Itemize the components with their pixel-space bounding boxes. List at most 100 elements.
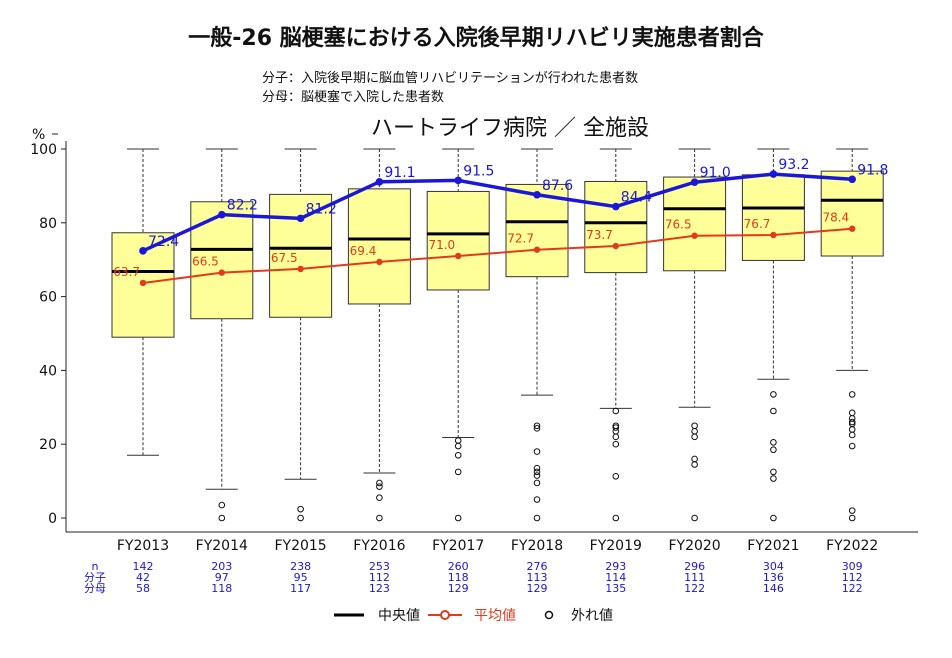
x-tick-label: FY2017 [432, 538, 484, 554]
mean-series-line [142, 227, 853, 284]
outlier-point [297, 505, 304, 513]
x-tick-label: FY2020 [668, 538, 720, 554]
box-iqr [190, 201, 254, 320]
count-cell: 276 [527, 560, 548, 573]
hospital-value-label: 72.4 [148, 234, 179, 250]
count-cell: 122 [684, 582, 705, 595]
outlier-point [691, 422, 698, 430]
x-tick-label: FY2015 [274, 538, 326, 554]
mean-point [533, 246, 541, 253]
x-tick-label: FY2019 [590, 538, 642, 554]
count-cell: 293 [605, 560, 626, 573]
legend-mean-marker [440, 610, 450, 620]
mean-value-label: 72.7 [507, 232, 534, 246]
box-iqr [505, 183, 569, 278]
hospital-point [139, 247, 147, 255]
box-iqr [663, 176, 727, 272]
outlier-point [454, 514, 462, 522]
box-FY2019 [584, 148, 648, 522]
outlier-point [454, 468, 462, 476]
outlier-point [612, 514, 620, 522]
mean-value-label: 67.5 [271, 251, 298, 265]
outlier-point [691, 427, 698, 435]
count-cell: 146 [763, 582, 784, 595]
hospital-value-label: 93.2 [778, 157, 809, 173]
y-tick-label: 0 [48, 511, 57, 527]
box-iqr [347, 188, 411, 305]
outlier-point [848, 391, 856, 398]
count-cell: 117 [290, 582, 311, 595]
mean-value-label: 76.5 [665, 218, 692, 232]
count-cell: 142 [133, 560, 154, 573]
count-cell: 113 [527, 571, 548, 584]
box-iqr [584, 180, 648, 274]
outlier-point [218, 501, 226, 509]
outlier-point [297, 514, 304, 522]
hospital-point [533, 190, 541, 199]
outlier-point [848, 442, 856, 450]
outlier-point [612, 427, 620, 435]
outlier-point [612, 433, 620, 441]
count-cell: 114 [605, 571, 626, 584]
count-cell: 112 [842, 571, 863, 584]
box-iqr [741, 174, 805, 261]
outlier-point [770, 391, 777, 398]
chart-title: 一般-26 脳梗塞における入院後早期リハビリ実施患者割合 [188, 26, 764, 51]
hospital-series-line [142, 172, 853, 253]
outlier-point [691, 461, 698, 468]
hospital-value-label: 84.4 [621, 190, 652, 206]
count-cell: 135 [605, 582, 626, 595]
count-cell: 203 [211, 560, 232, 573]
count-cell: 238 [290, 560, 311, 573]
outlier-point [691, 433, 698, 441]
numerator-description: 分子：入院後早期に脳血管リハビリテーションが行われた患者数 [262, 71, 639, 86]
hospital-point [769, 170, 778, 178]
count-cell: 129 [527, 582, 548, 595]
outlier-point [848, 507, 856, 514]
y-tick-label: 60 [39, 290, 57, 306]
count-cell: 309 [842, 560, 863, 573]
hospital-value-label: 91.8 [857, 162, 888, 178]
box-FY2022 [820, 148, 884, 522]
count-row-label: 分母 [84, 582, 106, 595]
mean-point [218, 269, 225, 276]
count-cell: 95 [294, 571, 308, 584]
count-cell: 253 [369, 560, 390, 573]
outlier-point [533, 468, 541, 476]
mean-point [455, 252, 462, 260]
legend-mean-label: 平均値 [474, 608, 516, 624]
outlier-point [770, 446, 777, 454]
legend-median-label: 中央値 [378, 608, 420, 624]
outlier-point [533, 422, 541, 430]
outlier-point [848, 514, 856, 522]
x-tick-label: FY2021 [747, 538, 799, 554]
outlier-point [848, 431, 856, 439]
mean-point [612, 242, 619, 250]
y-tick-label: 20 [39, 437, 57, 453]
outlier-point [533, 448, 541, 455]
count-cell: 111 [684, 571, 705, 584]
outlier-point [770, 475, 777, 482]
x-tick-label: FY2022 [826, 538, 878, 554]
outlier-point [376, 479, 383, 487]
legend-outlier-label: 外れ値 [571, 608, 613, 624]
mean-point [376, 258, 383, 266]
count-cell: 136 [763, 571, 784, 584]
outlier-point [454, 442, 462, 450]
box-FY2014 [190, 148, 254, 522]
hospital-point [375, 178, 384, 186]
outlier-point [848, 409, 856, 417]
outlier-point [770, 514, 777, 522]
hospital-value-label: 81.2 [306, 201, 337, 217]
hospital-point [612, 202, 620, 211]
outlier-point [533, 514, 541, 522]
outlier-point [454, 451, 462, 459]
denominator-description: 分母：脳梗塞で入院した患者数 [262, 90, 445, 105]
x-tick-label: FY2018 [511, 538, 563, 554]
hospital-point [690, 178, 699, 187]
y-tick-label: 40 [39, 363, 57, 379]
count-cell: 118 [448, 571, 469, 584]
outlier-point [848, 426, 856, 433]
box-FY2017 [426, 148, 490, 522]
